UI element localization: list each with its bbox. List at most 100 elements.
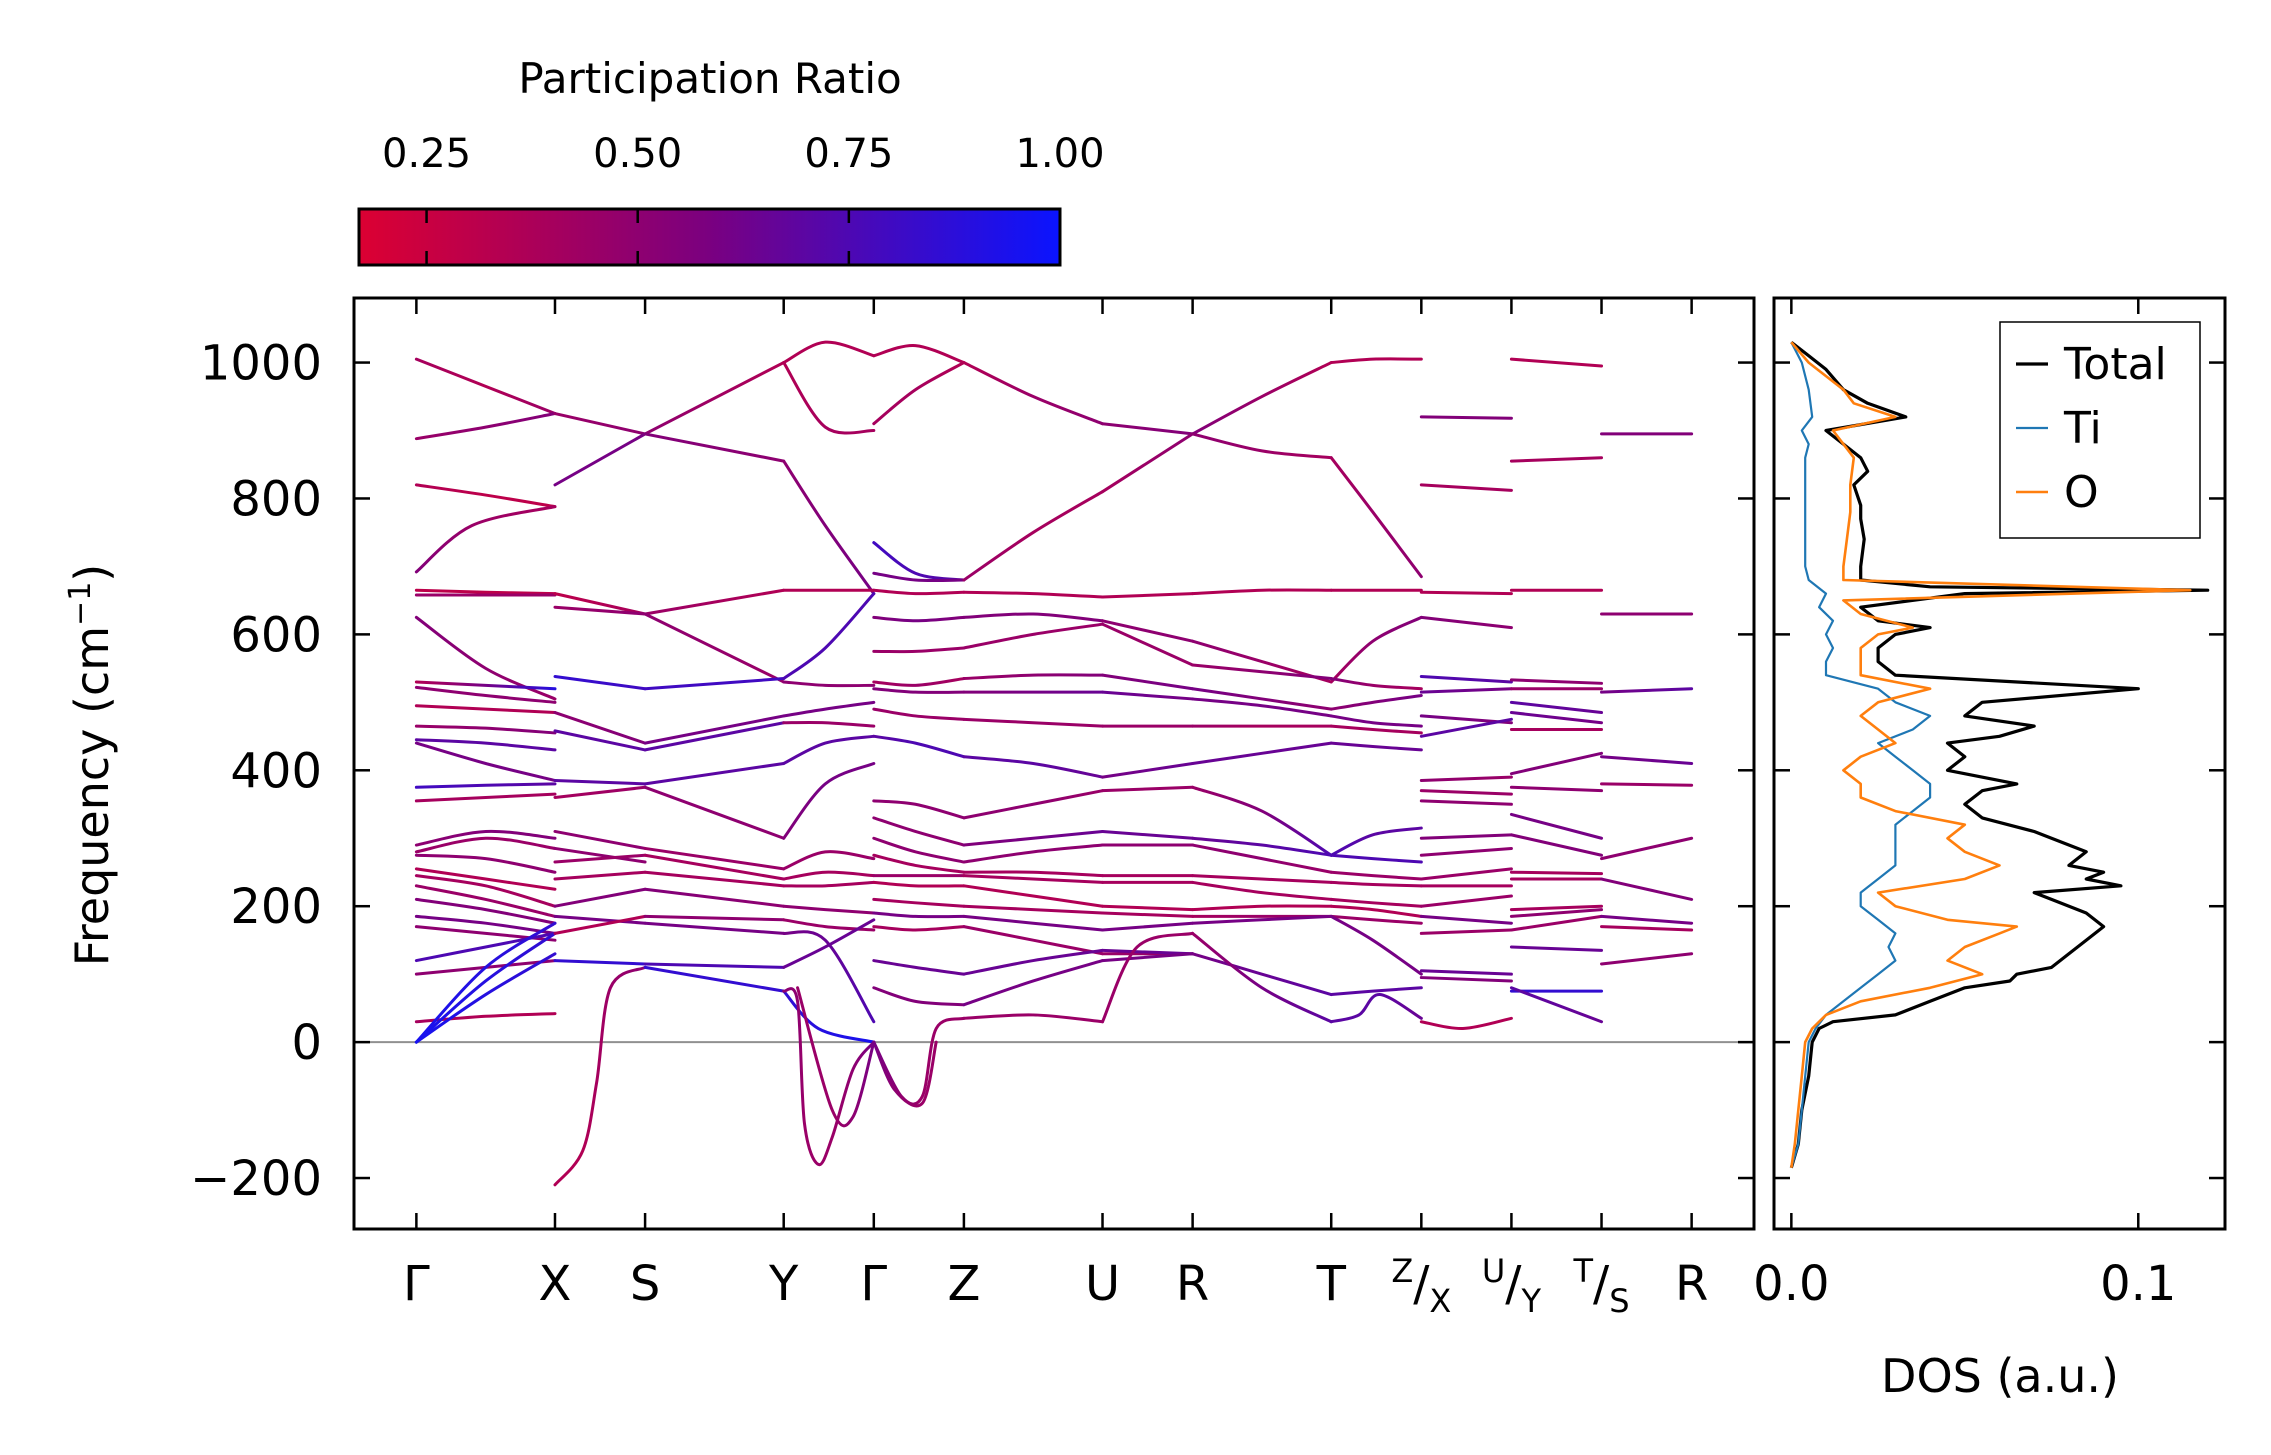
- phonon-band: [1329, 880, 1423, 888]
- band-structure-panel: Γ X S Y Γ Z U R T Z/XU/YT/S R −2000200400600800100…: [63, 296, 2225, 1320]
- phonon-band: [782, 734, 876, 765]
- phonon-band: [1191, 874, 1333, 884]
- phonon-band: [414, 867, 557, 891]
- phonon-band: [872, 707, 966, 721]
- phonon-band: [1419, 799, 1513, 806]
- phonon-band: [782, 592, 876, 681]
- phonon-band: [414, 680, 557, 691]
- phonon-band: [1191, 663, 1333, 681]
- phonon-band: [1509, 833, 1604, 857]
- phonon-band: [553, 887, 647, 908]
- phonon-band: [1419, 675, 1513, 684]
- phonon-band: [414, 931, 557, 1044]
- y-tick-label: 400: [230, 743, 322, 799]
- phonon-band: [782, 850, 876, 871]
- x-tick-label: X: [539, 1256, 572, 1312]
- phonon-band: [643, 965, 786, 993]
- phonon-band: [1101, 829, 1195, 840]
- phonon-band: [553, 914, 647, 935]
- phonon-band: [1419, 969, 1513, 976]
- phonon-band: [962, 361, 1105, 426]
- phonon-band: [643, 785, 786, 840]
- phonon-band: [1329, 914, 1423, 976]
- band-y-ticks: −200 0 200 400 600 800 1000: [190, 336, 2225, 1207]
- phonon-band: [1329, 615, 1423, 684]
- phonon-band: [796, 986, 876, 1128]
- phonon-band: [553, 778, 647, 786]
- dos-panel: 0.0 0.1 DOS (a.u.) Total Ti O: [1753, 296, 2227, 1403]
- dos-x-tick-label: 0.1: [2100, 1256, 2176, 1312]
- phonon-band: [1329, 357, 1423, 365]
- phonon-band: [962, 948, 1105, 976]
- phonon-band: [1600, 925, 1694, 932]
- phonon-band: [962, 925, 1105, 956]
- legend-box: [1999, 321, 2201, 539]
- phonon-band: [1329, 456, 1423, 579]
- phonon-band: [1329, 677, 1423, 691]
- phonon-band: [1509, 751, 1604, 776]
- phonon-band: [553, 853, 647, 864]
- phonon-band: [872, 1040, 938, 1108]
- phonon-band: [872, 911, 966, 919]
- x-tick-label: Γ: [403, 1256, 430, 1312]
- phonon-band: [643, 887, 786, 908]
- phonon-band: [414, 925, 557, 942]
- phonon-band: [1329, 986, 1423, 997]
- phonon-band: [782, 918, 876, 932]
- y-axis-label: Frequency (cm−1): [63, 564, 119, 967]
- y-tick-label: −200: [190, 1151, 322, 1207]
- phonon-band: [962, 590, 1105, 599]
- phonon-band: [872, 615, 966, 623]
- phonon-band: [414, 931, 557, 963]
- phonon-band: [872, 361, 966, 426]
- phonon-band: [643, 762, 786, 786]
- phonon-band: [872, 925, 966, 932]
- phonon-band: [553, 965, 647, 1187]
- phonon-band: [1191, 361, 1333, 436]
- phonon-band: [414, 1012, 557, 1024]
- phonon-band: [1191, 697, 1333, 718]
- phonon-band: [1600, 952, 1694, 966]
- phonon-band: [553, 711, 647, 745]
- phonon-band: [414, 829, 557, 847]
- phonon-band: [1419, 717, 1513, 738]
- phonon-band: [962, 904, 1105, 915]
- phonon-band: [643, 914, 786, 922]
- phonon-band: [1191, 904, 1333, 912]
- phonon-band: [1329, 853, 1423, 864]
- phonon-band: [1101, 952, 1195, 963]
- dos-line-total: [1789, 340, 2210, 1169]
- phonon-band: [1329, 993, 1423, 1024]
- phonon-band: [1329, 904, 1423, 918]
- phonon-band: [414, 412, 557, 441]
- phonon-band: [962, 874, 1105, 884]
- phonon-band: [872, 853, 966, 874]
- x-tick-label: R: [1176, 1256, 1209, 1312]
- phonon-band: [782, 720, 876, 728]
- phonon-band: [962, 959, 1105, 1007]
- phonon-band: [1419, 867, 1513, 881]
- phonon-band: [1329, 897, 1423, 908]
- phonon-band: [1191, 741, 1333, 765]
- phonon-band: [1419, 1016, 1513, 1031]
- x-tick-label: Γ: [860, 1256, 887, 1312]
- phonon-band: [1101, 762, 1195, 779]
- phonon-band: [872, 677, 966, 687]
- x-tick-label: T/S: [1573, 1252, 1630, 1320]
- phonon-band: [962, 612, 1105, 623]
- phonon-band: [414, 952, 557, 1044]
- phonon-band: [414, 685, 557, 704]
- legend-label: O: [2064, 467, 2099, 518]
- colorbar-gradient: [357, 207, 1062, 267]
- dos-line-o: [1790, 341, 2192, 1168]
- phonon-band: [872, 734, 966, 759]
- phonon-band: [1191, 836, 1333, 857]
- dos-line-ti: [1790, 341, 1932, 1169]
- phonon-band: [782, 918, 876, 969]
- phonon-band: [962, 843, 1105, 864]
- phonon-band: [1101, 432, 1195, 494]
- phonon-band: [1329, 914, 1423, 925]
- y-tick-label: 1000: [200, 336, 322, 392]
- phonon-band: [1101, 673, 1195, 691]
- phonon-band: [1419, 590, 1513, 596]
